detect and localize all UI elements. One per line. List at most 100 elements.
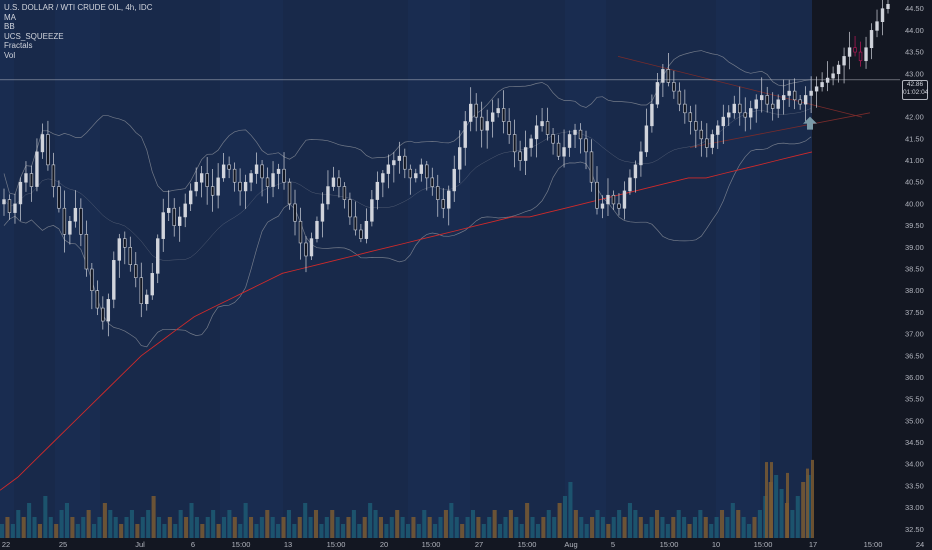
volume-bar — [70, 517, 75, 538]
candle-body — [847, 47, 852, 57]
squeeze-region — [0, 0, 812, 538]
legend-indicator-bb[interactable]: BB — [4, 22, 15, 31]
candle-body — [227, 164, 231, 170]
y-tick-label: 35.50 — [905, 395, 924, 404]
legend-indicator-ma[interactable]: MA — [4, 12, 16, 22]
candle-body — [282, 168, 286, 183]
volume-bar — [633, 510, 638, 538]
volume-bar — [335, 517, 340, 538]
candle-body — [183, 203, 187, 218]
volume-bar — [433, 524, 438, 538]
volume-bar — [265, 510, 270, 538]
volume-bar — [389, 517, 394, 538]
candle-body — [534, 125, 539, 140]
volume-bar — [200, 524, 205, 538]
candle-body — [792, 90, 797, 101]
squeeze-stripe — [0, 0, 14, 538]
y-tick-label: 41.50 — [905, 134, 924, 143]
candle-body — [452, 168, 456, 192]
volume-bar — [108, 510, 113, 538]
volume-bar — [92, 524, 97, 538]
volume-bar — [178, 510, 183, 538]
candle-body — [463, 121, 467, 148]
volume-bar — [303, 503, 308, 538]
volume-bar — [81, 517, 86, 538]
volume-bar — [692, 517, 697, 538]
volume-bar — [156, 517, 162, 538]
candle-body — [90, 268, 94, 291]
candle-body — [51, 164, 56, 187]
candle-body — [754, 99, 758, 109]
legend-indicator-fractals[interactable]: Fractals — [4, 41, 33, 50]
volume-bar — [487, 517, 492, 538]
volume-bar — [211, 510, 216, 538]
volume-bar — [725, 517, 730, 538]
volume-bar — [313, 510, 319, 538]
candle-body — [864, 47, 868, 62]
candle-body — [161, 212, 165, 239]
candle-body — [232, 168, 237, 183]
candle-body — [7, 199, 12, 213]
candle-body — [672, 82, 676, 92]
volume-bar — [811, 459, 814, 538]
candle-body — [501, 108, 506, 122]
candle-body — [260, 164, 264, 179]
candle-body — [430, 177, 434, 187]
bollinger-bands — [3, 50, 812, 348]
volume-bar — [113, 517, 118, 538]
candle-body — [249, 173, 253, 183]
volume-bar — [162, 524, 167, 538]
candle-body — [441, 199, 445, 209]
volume-bar — [671, 517, 676, 538]
volume-bar — [86, 510, 91, 538]
y-tick-label: 40.50 — [905, 178, 924, 187]
candle-body — [688, 112, 693, 122]
bb-basis — [3, 108, 812, 261]
candle-body — [188, 190, 193, 205]
y-tick-label: 37.00 — [905, 330, 924, 339]
volume-bar — [503, 517, 508, 538]
candle-body — [304, 242, 308, 257]
candle-body — [578, 129, 583, 140]
volume-bar — [259, 517, 264, 538]
volume-bar — [525, 503, 530, 538]
y-tick-label: 43.50 — [905, 48, 924, 57]
x-tick-label: 15:00 — [864, 540, 883, 549]
y-tick-label: 42.00 — [905, 113, 924, 122]
candle-body — [820, 82, 824, 88]
candle-body — [112, 260, 116, 300]
volume-bar — [395, 510, 400, 538]
candle-body — [353, 216, 358, 231]
volume-bar — [124, 517, 129, 538]
volume-bar — [140, 517, 145, 538]
volume-bar — [173, 524, 178, 538]
candle-body — [205, 173, 209, 187]
volume-bar — [368, 503, 373, 538]
volume-bar — [443, 510, 448, 538]
candle-body — [743, 112, 747, 118]
candle-body — [419, 164, 423, 174]
legend-indicator-vol[interactable]: Vol — [4, 50, 16, 60]
candle-body — [156, 238, 160, 274]
volume-bar — [557, 503, 562, 538]
candle-body — [436, 186, 440, 200]
trend-line-lower — [689, 112, 871, 148]
volume-bar — [747, 524, 752, 538]
x-axis: 22 25 Jul 6 15:00 13 15:00 20 15:00 27 15:00 Aug 5 15… — [2, 540, 924, 549]
legend-title[interactable]: U.S. DOLLAR / WTI CRUDE OIL, 4h, IDC — [4, 3, 153, 12]
volume-bar — [227, 510, 232, 538]
candle-body — [342, 186, 347, 200]
volume-bar — [427, 517, 432, 538]
candle-body — [814, 86, 819, 92]
signal-arrow-shape — [803, 116, 817, 130]
volume-bar — [786, 472, 789, 538]
volume-bar — [221, 517, 227, 538]
squeeze-stripe — [565, 0, 606, 538]
candle-body — [803, 95, 808, 105]
x-tick-label: 10 — [712, 540, 720, 549]
legend-indicator-ucs-squeeze[interactable]: UCS_SQUEEZE — [4, 31, 64, 41]
volume-bar — [184, 517, 189, 538]
